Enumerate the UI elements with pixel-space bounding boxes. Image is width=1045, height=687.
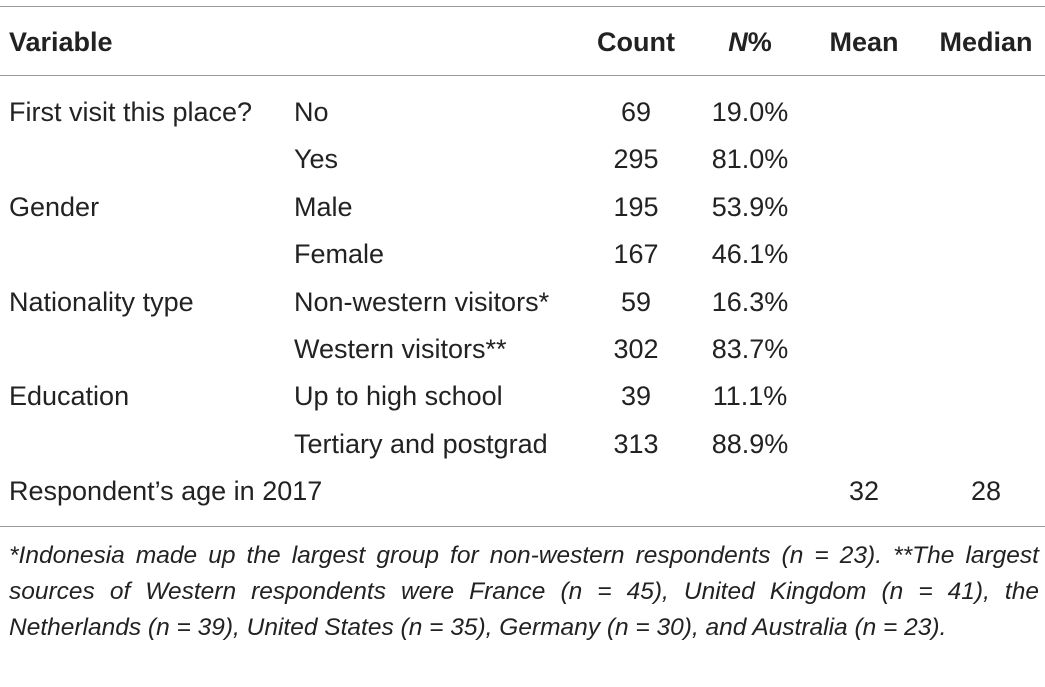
cell-percent: 11.1%: [712, 381, 788, 411]
cell-count: 167: [613, 239, 659, 269]
cell-percent: 16.3%: [711, 287, 789, 317]
cell-median: 28: [970, 476, 1002, 506]
cell-percent: 88.9%: [711, 429, 789, 459]
cell-category: Male: [294, 192, 353, 222]
cell-percent: 53.9%: [711, 192, 789, 222]
cell-count: 313: [613, 429, 659, 459]
cell-count: 195: [613, 192, 659, 222]
cell-category: Female: [294, 239, 385, 269]
cell-percent: 83.7%: [711, 334, 789, 364]
cell-variable: Nationality type: [9, 287, 194, 317]
cell-category: Up to high school: [294, 381, 503, 411]
cell-category: Tertiary and postgrad: [294, 429, 548, 459]
cell-count: 39: [620, 381, 652, 411]
cell-count: 295: [613, 144, 659, 174]
table-footnote: *Indonesia made up the largest group for…: [9, 542, 1039, 641]
table-top-rule: [0, 6, 1045, 7]
cell-variable: Gender: [9, 192, 100, 222]
header-mean: Mean: [829, 27, 899, 57]
cell-variable: Education: [9, 381, 130, 411]
header-n-percent: N%: [728, 26, 772, 58]
cell-category: No: [294, 97, 329, 127]
cell-percent: 46.1%: [711, 239, 789, 269]
header-count: Count: [597, 27, 675, 57]
cell-variable: Respondent’s age in 2017: [9, 476, 323, 506]
cell-count: 59: [620, 287, 652, 317]
header-median: Median: [939, 27, 1033, 57]
header-n-italic: N: [728, 27, 748, 57]
cell-percent: 81.0%: [711, 144, 789, 174]
cell-mean: 32: [848, 476, 880, 506]
cell-count: 302: [613, 334, 659, 364]
header-percent-sign: %: [747, 27, 772, 57]
cell-category: Yes: [294, 144, 339, 174]
header-variable: Variable: [9, 27, 113, 57]
cell-category: Non-western visitors*: [294, 287, 550, 317]
cell-count: 69: [620, 97, 652, 127]
cell-percent: 19.0%: [711, 97, 789, 127]
table-header-rule: [0, 75, 1045, 76]
table-bottom-rule: [0, 526, 1045, 527]
cell-category: Western visitors**: [294, 334, 507, 364]
cell-variable: First visit this place?: [9, 97, 253, 127]
